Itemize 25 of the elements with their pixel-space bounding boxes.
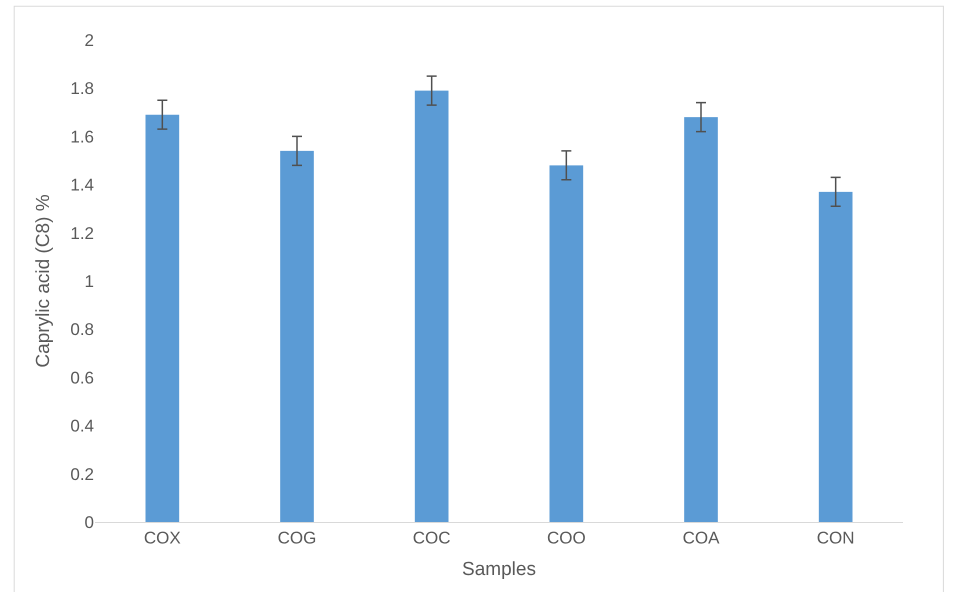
- x-axis-title: Samples: [462, 559, 536, 580]
- y-tick-label: 1.2: [70, 224, 94, 243]
- y-tick-label: 0.2: [70, 464, 94, 484]
- x-tick-label: COC: [412, 528, 451, 548]
- x-tick-label: CON: [816, 528, 855, 548]
- x-tick-label: COG: [278, 528, 316, 548]
- y-tick-label: 1.4: [70, 176, 94, 195]
- bar: [550, 165, 584, 522]
- bar: [414, 90, 448, 522]
- bar: [280, 150, 314, 522]
- y-axis-title: Caprylic acid (C8) %: [33, 194, 54, 368]
- bar: [818, 192, 852, 522]
- x-tick-label: COX: [144, 528, 181, 548]
- y-tick-label: 2: [84, 30, 94, 50]
- bar: [684, 117, 718, 522]
- y-tick-label: 0: [84, 512, 94, 532]
- bar: [146, 114, 180, 522]
- y-tick-label: 0.4: [70, 416, 94, 436]
- y-tick-label: 1.8: [70, 79, 94, 98]
- y-tick-label: 1: [84, 272, 94, 291]
- y-tick-label: 1.6: [70, 127, 94, 146]
- x-tick-label: COA: [682, 528, 720, 548]
- y-tick-label: 0.8: [70, 320, 94, 340]
- x-tick-label: COO: [546, 528, 586, 548]
- y-tick-label: 0.6: [70, 368, 94, 388]
